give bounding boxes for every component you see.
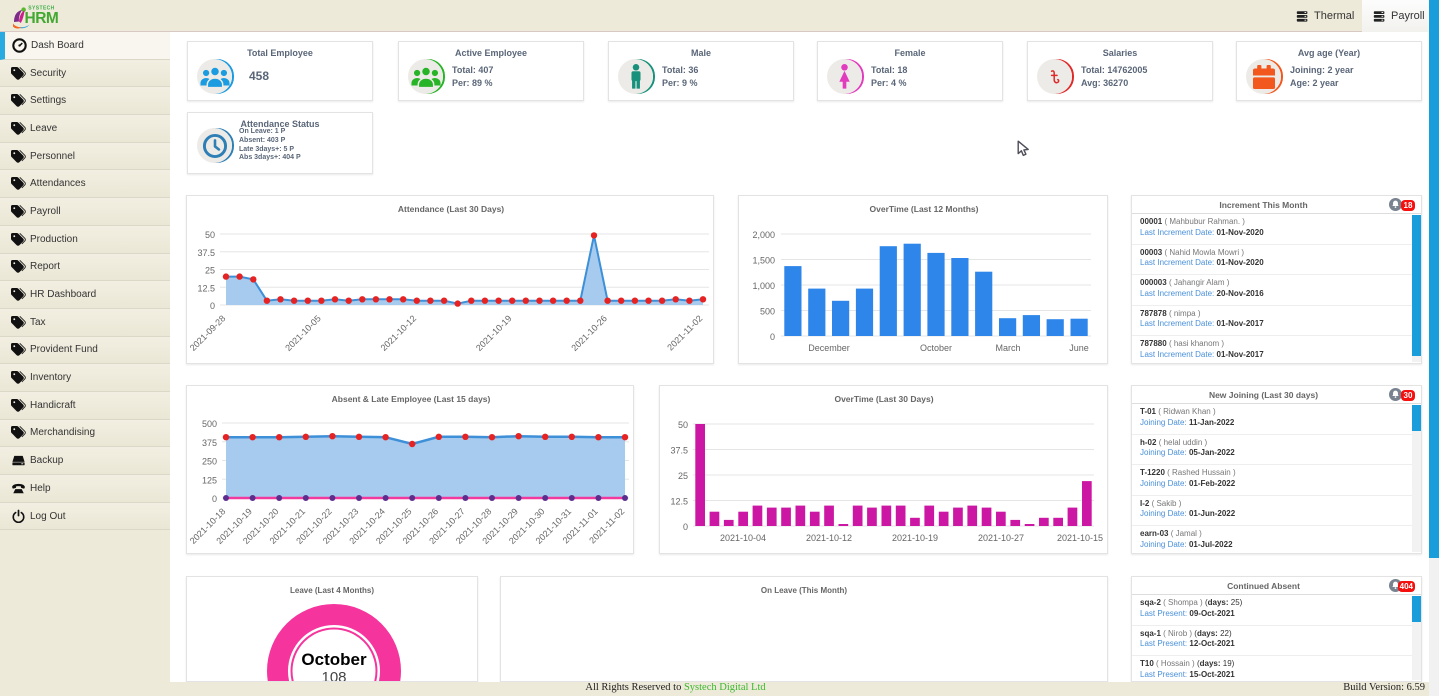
svg-text:June: June [1069,343,1089,353]
svg-text:October: October [920,343,952,353]
svg-text:37.5: 37.5 [197,248,215,258]
svg-text:2021-10-05: 2021-10-05 [283,313,323,353]
svg-text:1,500: 1,500 [752,256,775,266]
svg-text:2021-10-12: 2021-10-12 [806,533,852,543]
svg-text:12.5: 12.5 [197,283,215,293]
svg-text:2021-11-02: 2021-11-02 [665,313,704,352]
svg-text:2021-10-15: 2021-10-15 [1057,533,1103,543]
svg-text:375: 375 [202,438,217,448]
svg-text:500: 500 [202,419,217,429]
svg-text:HRM: HRM [25,10,59,27]
svg-text:25: 25 [678,471,688,481]
svg-text:50: 50 [205,230,215,240]
svg-text:0: 0 [210,301,215,311]
svg-text:2021-10-04: 2021-10-04 [720,533,766,543]
svg-text:2021-09-28: 2021-09-28 [188,313,228,353]
svg-text:0: 0 [683,522,688,532]
svg-text:OverTime (Last 30 Days): OverTime (Last 30 Days) [834,394,933,404]
svg-text:1,000: 1,000 [752,281,775,291]
svg-text:0: 0 [770,332,775,342]
svg-text:37.5: 37.5 [670,446,688,456]
svg-text:OverTime (Last 12 Months): OverTime (Last 12 Months) [870,204,979,214]
svg-text:March: March [995,343,1020,353]
svg-text:2021-10-27: 2021-10-27 [978,533,1024,543]
svg-text:108: 108 [321,669,346,682]
svg-text:125: 125 [202,475,217,485]
svg-text:Absent & Late Employee (Last 1: Absent & Late Employee (Last 15 days) [332,394,491,404]
svg-text:250: 250 [202,457,217,467]
svg-text:SYSTECH: SYSTECH [28,6,54,12]
svg-text:October: October [301,650,367,669]
svg-text:2021-10-26: 2021-10-26 [569,313,609,353]
svg-text:12.5: 12.5 [670,497,688,507]
svg-text:2021-10-19: 2021-10-19 [474,313,514,353]
svg-text:Attendance (Last 30 Days): Attendance (Last 30 Days) [398,204,504,214]
svg-text:50: 50 [678,420,688,430]
svg-text:500: 500 [760,307,775,317]
svg-text:2,000: 2,000 [752,230,775,240]
svg-text:December: December [808,343,850,353]
svg-text:25: 25 [205,266,215,276]
svg-text:2021-10-19: 2021-10-19 [892,533,938,543]
svg-text:2021-10-12: 2021-10-12 [379,313,419,353]
svg-text:0: 0 [212,494,217,504]
